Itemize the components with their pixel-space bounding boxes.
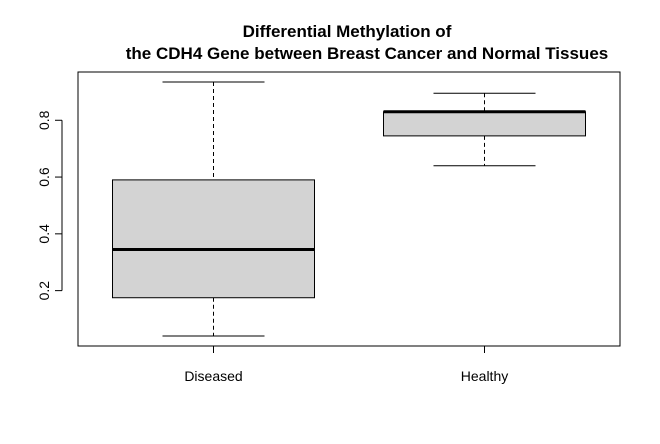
x-axis: Diseased Healthy — [184, 345, 508, 384]
box-diseased — [112, 81, 315, 337]
chart-title: Differential Methylation of the CDH4 Gen… — [126, 22, 608, 63]
box-healthy — [383, 92, 586, 167]
iqr-box — [112, 179, 315, 299]
iqr-box — [383, 111, 586, 137]
y-axis: 0.2 0.4 0.6 0.8 — [36, 110, 63, 301]
y-tick-label: 0.8 — [36, 110, 52, 130]
y-tick-label: 0.4 — [36, 224, 52, 244]
x-tick-label: Healthy — [461, 368, 508, 384]
y-tick-label: 0.2 — [36, 281, 52, 301]
y-tick-label: 0.6 — [36, 167, 52, 187]
title-line-1: Differential Methylation of — [243, 22, 452, 41]
boxes — [112, 81, 586, 337]
x-tick-label: Diseased — [184, 368, 242, 384]
title-line-2: the CDH4 Gene between Breast Cancer and … — [126, 44, 608, 63]
